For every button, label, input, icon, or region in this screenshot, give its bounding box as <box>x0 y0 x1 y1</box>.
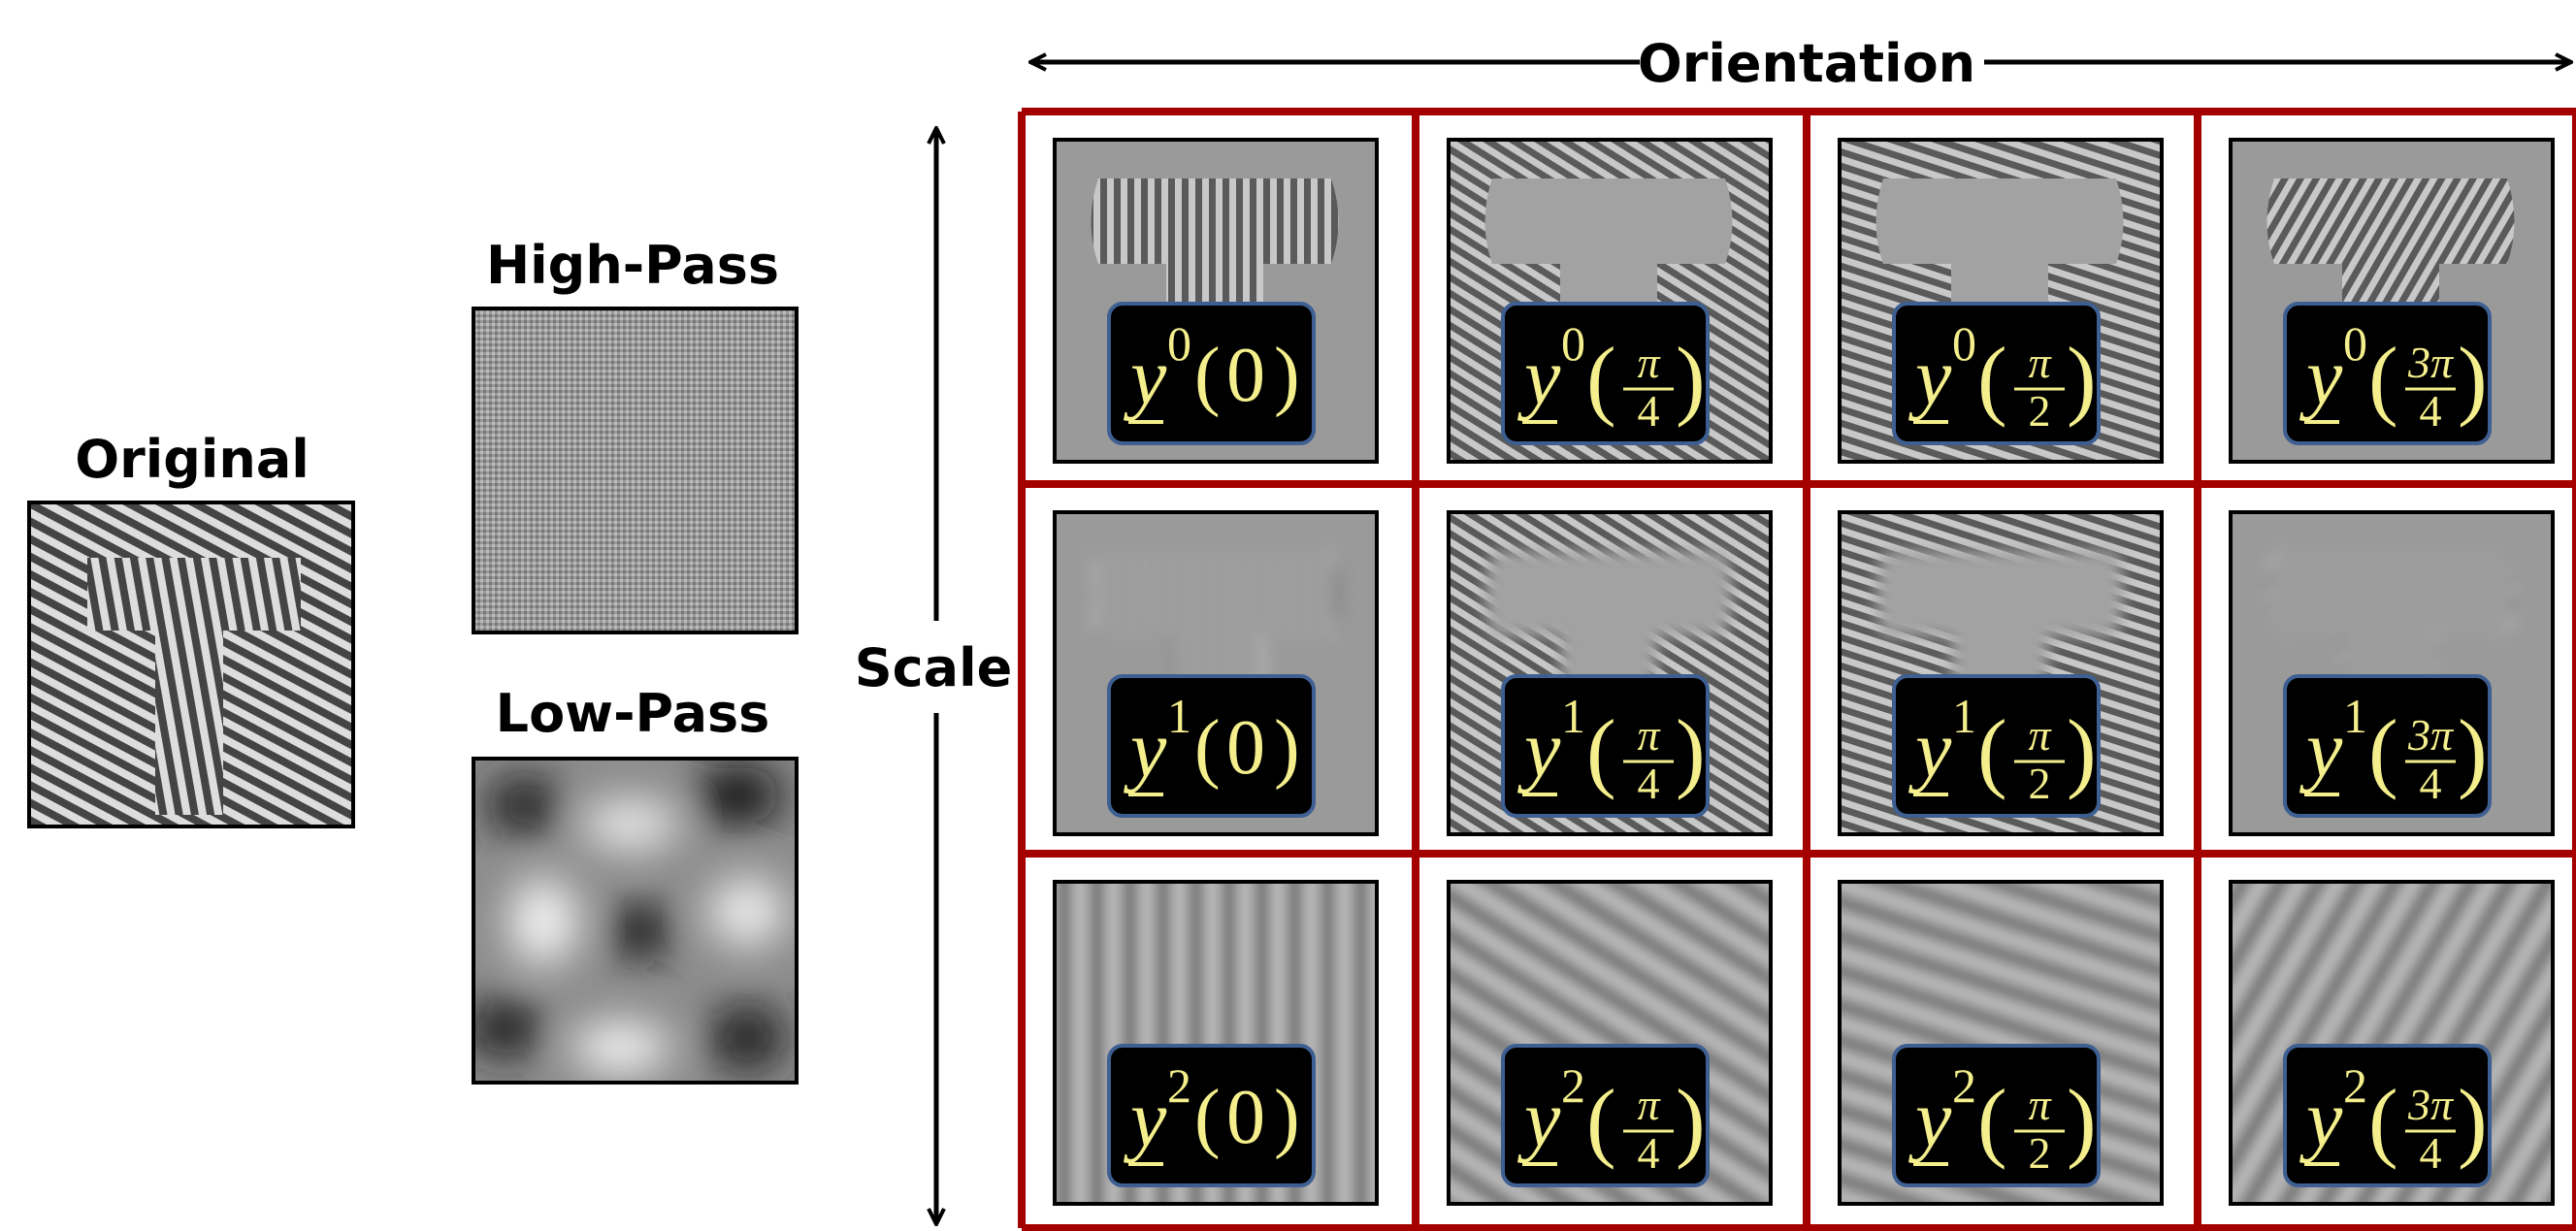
label-paren-close: ) <box>2458 701 2488 800</box>
label-scale: 2 <box>2343 1058 2367 1113</box>
label-orientation-den: 4 <box>1638 1128 1660 1178</box>
filter-bank-diagram: Original High-Pass Low-Pass Orientatio <box>0 0 2576 1231</box>
label-paren-close: ) <box>1274 1075 1300 1160</box>
original-image <box>29 502 353 826</box>
label-paren-open: ( <box>2368 1071 2398 1170</box>
label-paren-open: ( <box>1586 329 1616 428</box>
label-orientation-den: 4 <box>1638 759 1660 808</box>
label-orientation-den: 4 <box>1638 386 1660 436</box>
label-paren-open: ( <box>2368 701 2398 800</box>
subband-cell: y1(0) <box>1055 512 1377 834</box>
label-orientation-den: 2 <box>2029 386 2051 436</box>
label-paren-close: ) <box>1274 705 1300 791</box>
label-orientation-den: 4 <box>2420 386 2442 436</box>
label-paren-open: ( <box>1586 701 1616 800</box>
label-paren-open: ( <box>1194 705 1221 791</box>
label-orientation-num: 3π <box>2407 710 2455 760</box>
high-pass-title: High-Pass <box>486 235 779 296</box>
label-scale: 0 <box>2343 316 2367 371</box>
label-paren-close: ) <box>2067 1071 2097 1170</box>
high-pass-image <box>473 308 797 632</box>
label-paren-open: ( <box>2368 329 2398 428</box>
label-paren-open: ( <box>1977 1071 2007 1170</box>
label-orientation-den: 2 <box>2029 759 2051 808</box>
label-orientation-num: 3π <box>2407 1080 2455 1129</box>
label-paren-close: ) <box>2458 1071 2488 1170</box>
label-paren-close: ) <box>1274 333 1300 418</box>
label-scale: 0 <box>1952 316 1976 371</box>
label-paren-close: ) <box>2067 329 2097 428</box>
label-orientation-num: π <box>1637 710 1661 760</box>
label-orientation-den: 2 <box>2029 1128 2051 1178</box>
subband-cell: y0(3π4) <box>2231 140 2553 462</box>
label-scale: 1 <box>1952 689 1976 743</box>
subband-cell: y2(π2) <box>1820 862 2181 1223</box>
label-scale: 2 <box>1167 1058 1191 1113</box>
label-orientation-den: 4 <box>2420 1128 2442 1178</box>
label-scale: 1 <box>2343 689 2367 743</box>
label-paren-open: ( <box>1977 329 2007 428</box>
low-pass-image <box>466 759 797 1083</box>
label-paren-open: ( <box>1586 1071 1616 1170</box>
label-orientation: 0 <box>1226 333 1265 418</box>
label-paren-close: ) <box>1676 329 1706 428</box>
label-orientation-num: 3π <box>2407 338 2455 387</box>
orientation-label: Orientation <box>1638 33 1975 94</box>
label-paren-close: ) <box>1676 701 1706 800</box>
label-paren-open: ( <box>1194 333 1221 418</box>
label-orientation-den: 4 <box>2420 759 2442 808</box>
original-title: Original <box>75 429 310 490</box>
label-scale: 0 <box>1561 316 1585 371</box>
label-orientation-num: π <box>2028 710 2052 760</box>
label-paren-open: ( <box>1194 1075 1221 1160</box>
low-pass-title: Low-Pass <box>496 683 770 744</box>
label-orientation: 0 <box>1226 1075 1265 1160</box>
label-scale: 2 <box>1952 1058 1976 1113</box>
label-paren-close: ) <box>1676 1071 1706 1170</box>
label-orientation-num: π <box>1637 1080 1661 1129</box>
label-orientation: 0 <box>1226 705 1265 791</box>
label-scale: 2 <box>1561 1058 1585 1113</box>
label-orientation-num: π <box>1637 338 1661 387</box>
label-paren-close: ) <box>2458 329 2488 428</box>
label-paren-close: ) <box>2067 701 2097 800</box>
label-paren-open: ( <box>1977 701 2007 800</box>
label-scale: 1 <box>1561 689 1585 743</box>
label-scale: 0 <box>1167 316 1191 371</box>
label-scale: 1 <box>1167 689 1191 743</box>
label-orientation-num: π <box>2028 1080 2052 1129</box>
label-orientation-num: π <box>2028 338 2052 387</box>
scale-label: Scale <box>855 637 1012 698</box>
